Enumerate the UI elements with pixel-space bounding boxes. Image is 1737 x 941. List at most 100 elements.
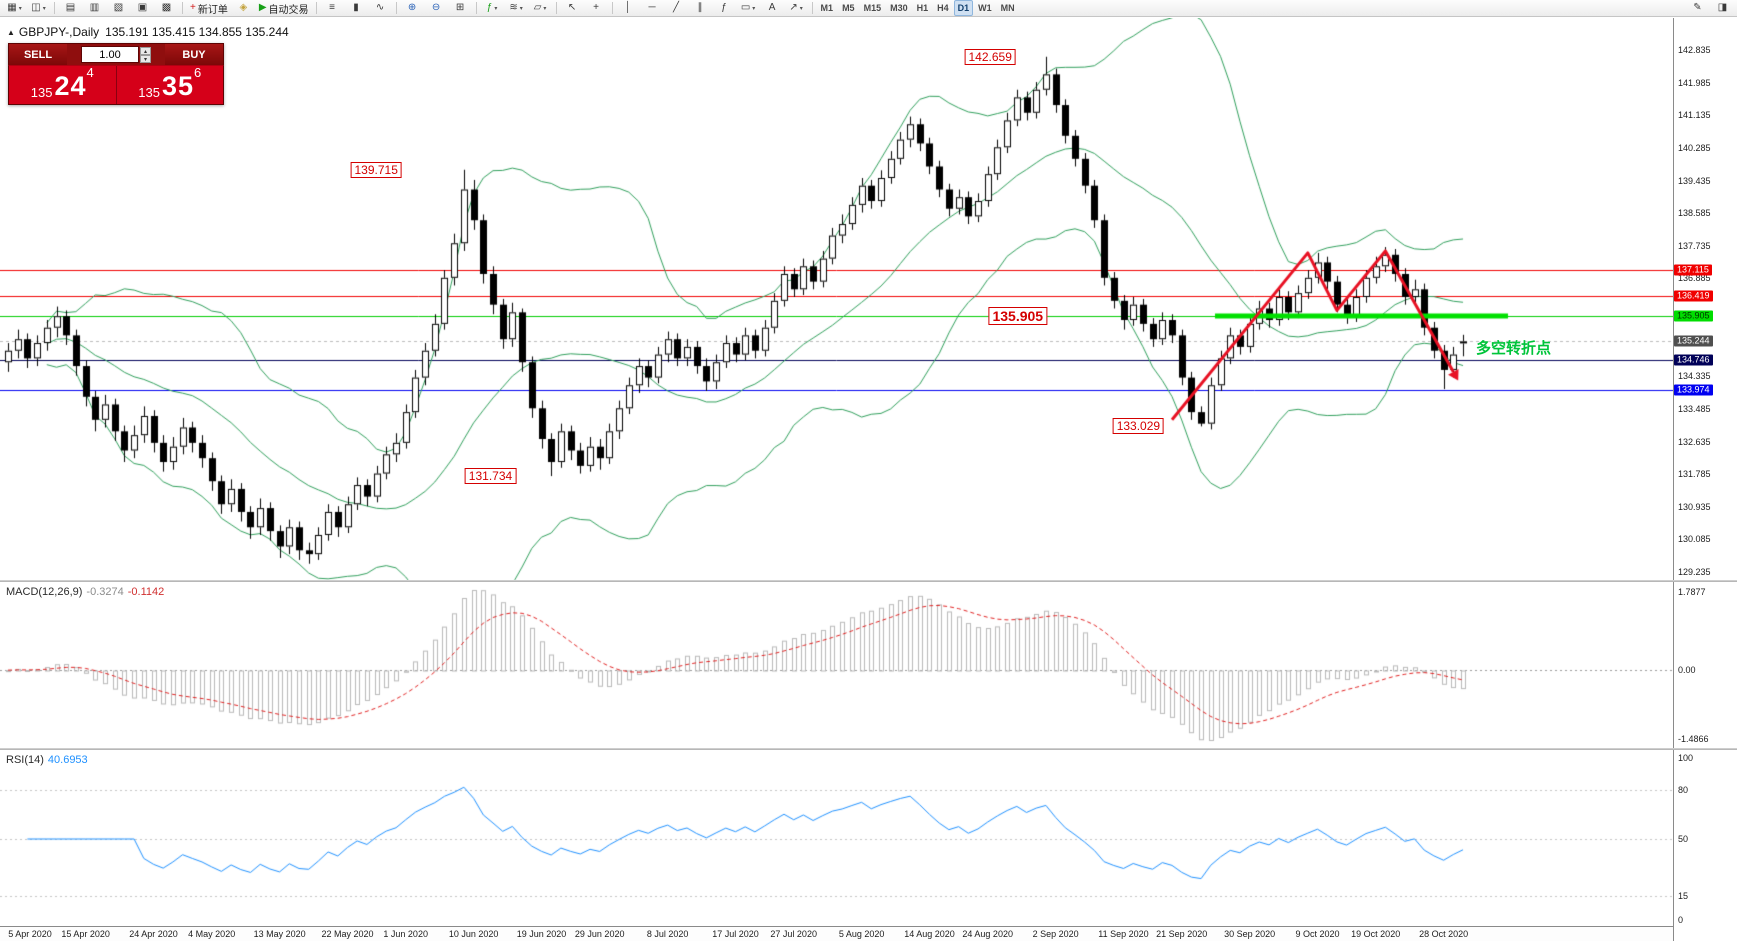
strategy-tester-button[interactable]: ▩ xyxy=(155,0,178,17)
panel-toggle-button[interactable]: ◨ xyxy=(1711,0,1734,17)
timeframe-d1-button[interactable]: D1 xyxy=(953,0,974,16)
zoom-in-icon: ⊕ xyxy=(407,2,417,13)
templates-icon: ▱ xyxy=(533,2,542,13)
toolbar-separator xyxy=(475,2,477,14)
shapes-button[interactable]: ▭ ▾ xyxy=(737,0,760,17)
navigator-icon: ▧ xyxy=(113,2,124,13)
indicators-button[interactable]: ƒ ▾ xyxy=(481,0,504,17)
chart-line-button[interactable]: ∿ xyxy=(369,0,392,17)
new-order-button[interactable]: + 新订单 xyxy=(187,0,231,17)
tile-windows-button[interactable]: ⊞ xyxy=(449,0,472,17)
quick-edit-button[interactable]: ✎ xyxy=(1686,0,1709,17)
toolbar-separator xyxy=(395,2,397,14)
bid-price-point: 4 xyxy=(86,65,94,80)
periods-icon: ≋ xyxy=(509,2,518,13)
new-chart-button[interactable]: ▦ ▾ xyxy=(3,0,26,17)
chart-bars-icon: ≡ xyxy=(329,2,335,13)
macd-main-value: -0.3274 xyxy=(86,586,124,598)
chevron-down-icon: ▾ xyxy=(18,5,22,12)
zoom-out-button[interactable]: ⊖ xyxy=(425,0,448,17)
equidistant-channel-button[interactable]: ∥ xyxy=(689,0,712,17)
timeframe-mn-button[interactable]: MN xyxy=(1000,3,1015,13)
macd-indicator-label: MACD(12,26,9) -0.3274 -0.1142 xyxy=(6,586,164,598)
terminal-icon: ▣ xyxy=(137,2,148,13)
volume-input[interactable] xyxy=(81,46,139,63)
crosshair-button[interactable]: + xyxy=(585,0,608,17)
chart-candles-button[interactable]: ▮ xyxy=(345,0,368,17)
ask-price-integer: 135 xyxy=(138,85,160,100)
vertical-line-button[interactable]: │ xyxy=(617,0,640,17)
symbol-marker-icon: ▲ xyxy=(7,27,15,37)
chart-title: ▲ GBPJPY-,Daily 135.191 135.415 134.855 … xyxy=(7,25,289,39)
toolbar-separator xyxy=(182,2,183,14)
timeframe-m30-button[interactable]: M30 xyxy=(890,3,908,13)
data-window-button[interactable]: ▥ xyxy=(83,0,106,17)
macd-signal-value: -0.1142 xyxy=(127,586,165,598)
price-axis[interactable] xyxy=(1673,18,1737,941)
equidistant-channel-icon: ∥ xyxy=(697,2,703,13)
profiles-button[interactable]: ◫ ▾ xyxy=(27,0,50,17)
chart-ohlc-values: 135.191 135.415 134.855 135.244 xyxy=(105,25,289,39)
volume-down-button[interactable]: ▾ xyxy=(140,54,151,63)
market-watch-button[interactable]: ▤ xyxy=(59,0,82,17)
timeframe-m15-button[interactable]: M15 xyxy=(863,3,882,13)
trendline-button[interactable]: ╱ xyxy=(665,0,688,17)
pane-separator-rsi[interactable] xyxy=(0,748,1737,750)
chevron-down-icon: ▾ xyxy=(42,5,46,12)
timeframe-w1-button[interactable]: W1 xyxy=(978,3,992,13)
fibonacci-icon: ƒ xyxy=(721,2,727,13)
rsi-indicator-label: RSI(14) 40.6953 xyxy=(6,754,88,766)
text-label-button[interactable]: A xyxy=(761,0,784,17)
arrows-button[interactable]: ↗ ▾ xyxy=(785,0,808,17)
metaeditor-button[interactable]: ◈ xyxy=(232,0,255,17)
templates-button[interactable]: ▱ ▾ xyxy=(529,0,552,17)
sell-price-button[interactable]: 135 24 4 xyxy=(9,66,116,104)
toolbar-separator xyxy=(54,2,55,14)
fibonacci-button[interactable]: ƒ xyxy=(713,0,736,17)
chevron-down-icon: ▾ xyxy=(752,5,756,12)
arrows-icon: ↗ xyxy=(789,2,798,13)
chevron-down-icon: ▾ xyxy=(543,5,547,12)
toolbar-separator xyxy=(555,2,557,14)
profiles-icon: ◫ xyxy=(31,2,41,13)
timeframe-m1-button[interactable]: M1 xyxy=(820,3,834,13)
chart-bars-button[interactable]: ≡ xyxy=(321,0,344,17)
turning-point-annotation[interactable]: 多空转折点 xyxy=(1476,340,1552,357)
horizontal-line-icon: ─ xyxy=(648,2,656,13)
timeframe-h1-button[interactable]: H1 xyxy=(916,3,929,13)
autotrading-label: 自动交易 xyxy=(268,4,309,16)
macd-name: MACD(12,26,9) xyxy=(6,586,83,598)
cursor-button[interactable]: ↖ xyxy=(561,0,584,17)
vertical-line-icon: │ xyxy=(624,2,632,13)
zoom-in-button[interactable]: ⊕ xyxy=(401,0,424,17)
ask-price-point: 6 xyxy=(194,65,202,80)
rsi-value: 40.6953 xyxy=(47,754,88,766)
bid-price-pips: 24 xyxy=(54,71,87,101)
timeframe-m5-button[interactable]: M5 xyxy=(842,3,855,13)
timeframe-h4-button[interactable]: H4 xyxy=(937,3,949,13)
new-order-label: 新订单 xyxy=(197,4,228,16)
crosshair-icon: + xyxy=(593,2,599,13)
terminal-button[interactable]: ▣ xyxy=(131,0,154,17)
horizontal-line-button[interactable]: ─ xyxy=(641,0,664,17)
chart-symbol-period: GBPJPY-,Daily xyxy=(18,25,100,39)
navigator-button[interactable]: ▧ xyxy=(107,0,130,17)
buy-price-button[interactable]: 135 35 6 xyxy=(117,66,224,104)
autotrading-button[interactable]: ▶ 自动交易 xyxy=(256,0,312,17)
main-toolbar: ▦ ▾ ◫ ▾ ▤ ▥ ▧ ▣ ▩ + 新订单 ◈ ▶ 自动交易 ≡ ▮ ∿ ⊕ ⊖ ⊞ ƒ ▾ ≋ ▾ ▱ ▾ ↖ + │ ─ ╱ ∥ ƒ ▭ ▾… xyxy=(0,0,1737,17)
time-axis[interactable] xyxy=(0,926,1673,941)
strategy-tester-icon: ▩ xyxy=(161,2,172,13)
volume-up-button[interactable]: ▴ xyxy=(140,46,151,55)
chevron-down-icon: ▾ xyxy=(494,5,498,12)
periods-button[interactable]: ≋ ▾ xyxy=(505,0,528,17)
new-order-icon: + xyxy=(190,2,196,13)
chart-line-icon: ∿ xyxy=(375,2,385,13)
toolbar-separator xyxy=(315,2,317,14)
sell-button[interactable]: SELL xyxy=(9,44,67,65)
toolbar-separator xyxy=(811,2,813,14)
metaeditor-icon: ◈ xyxy=(239,2,248,13)
text-label-icon: A xyxy=(768,2,776,13)
buy-button[interactable]: BUY xyxy=(165,44,223,65)
pane-separator-macd[interactable] xyxy=(0,580,1737,582)
